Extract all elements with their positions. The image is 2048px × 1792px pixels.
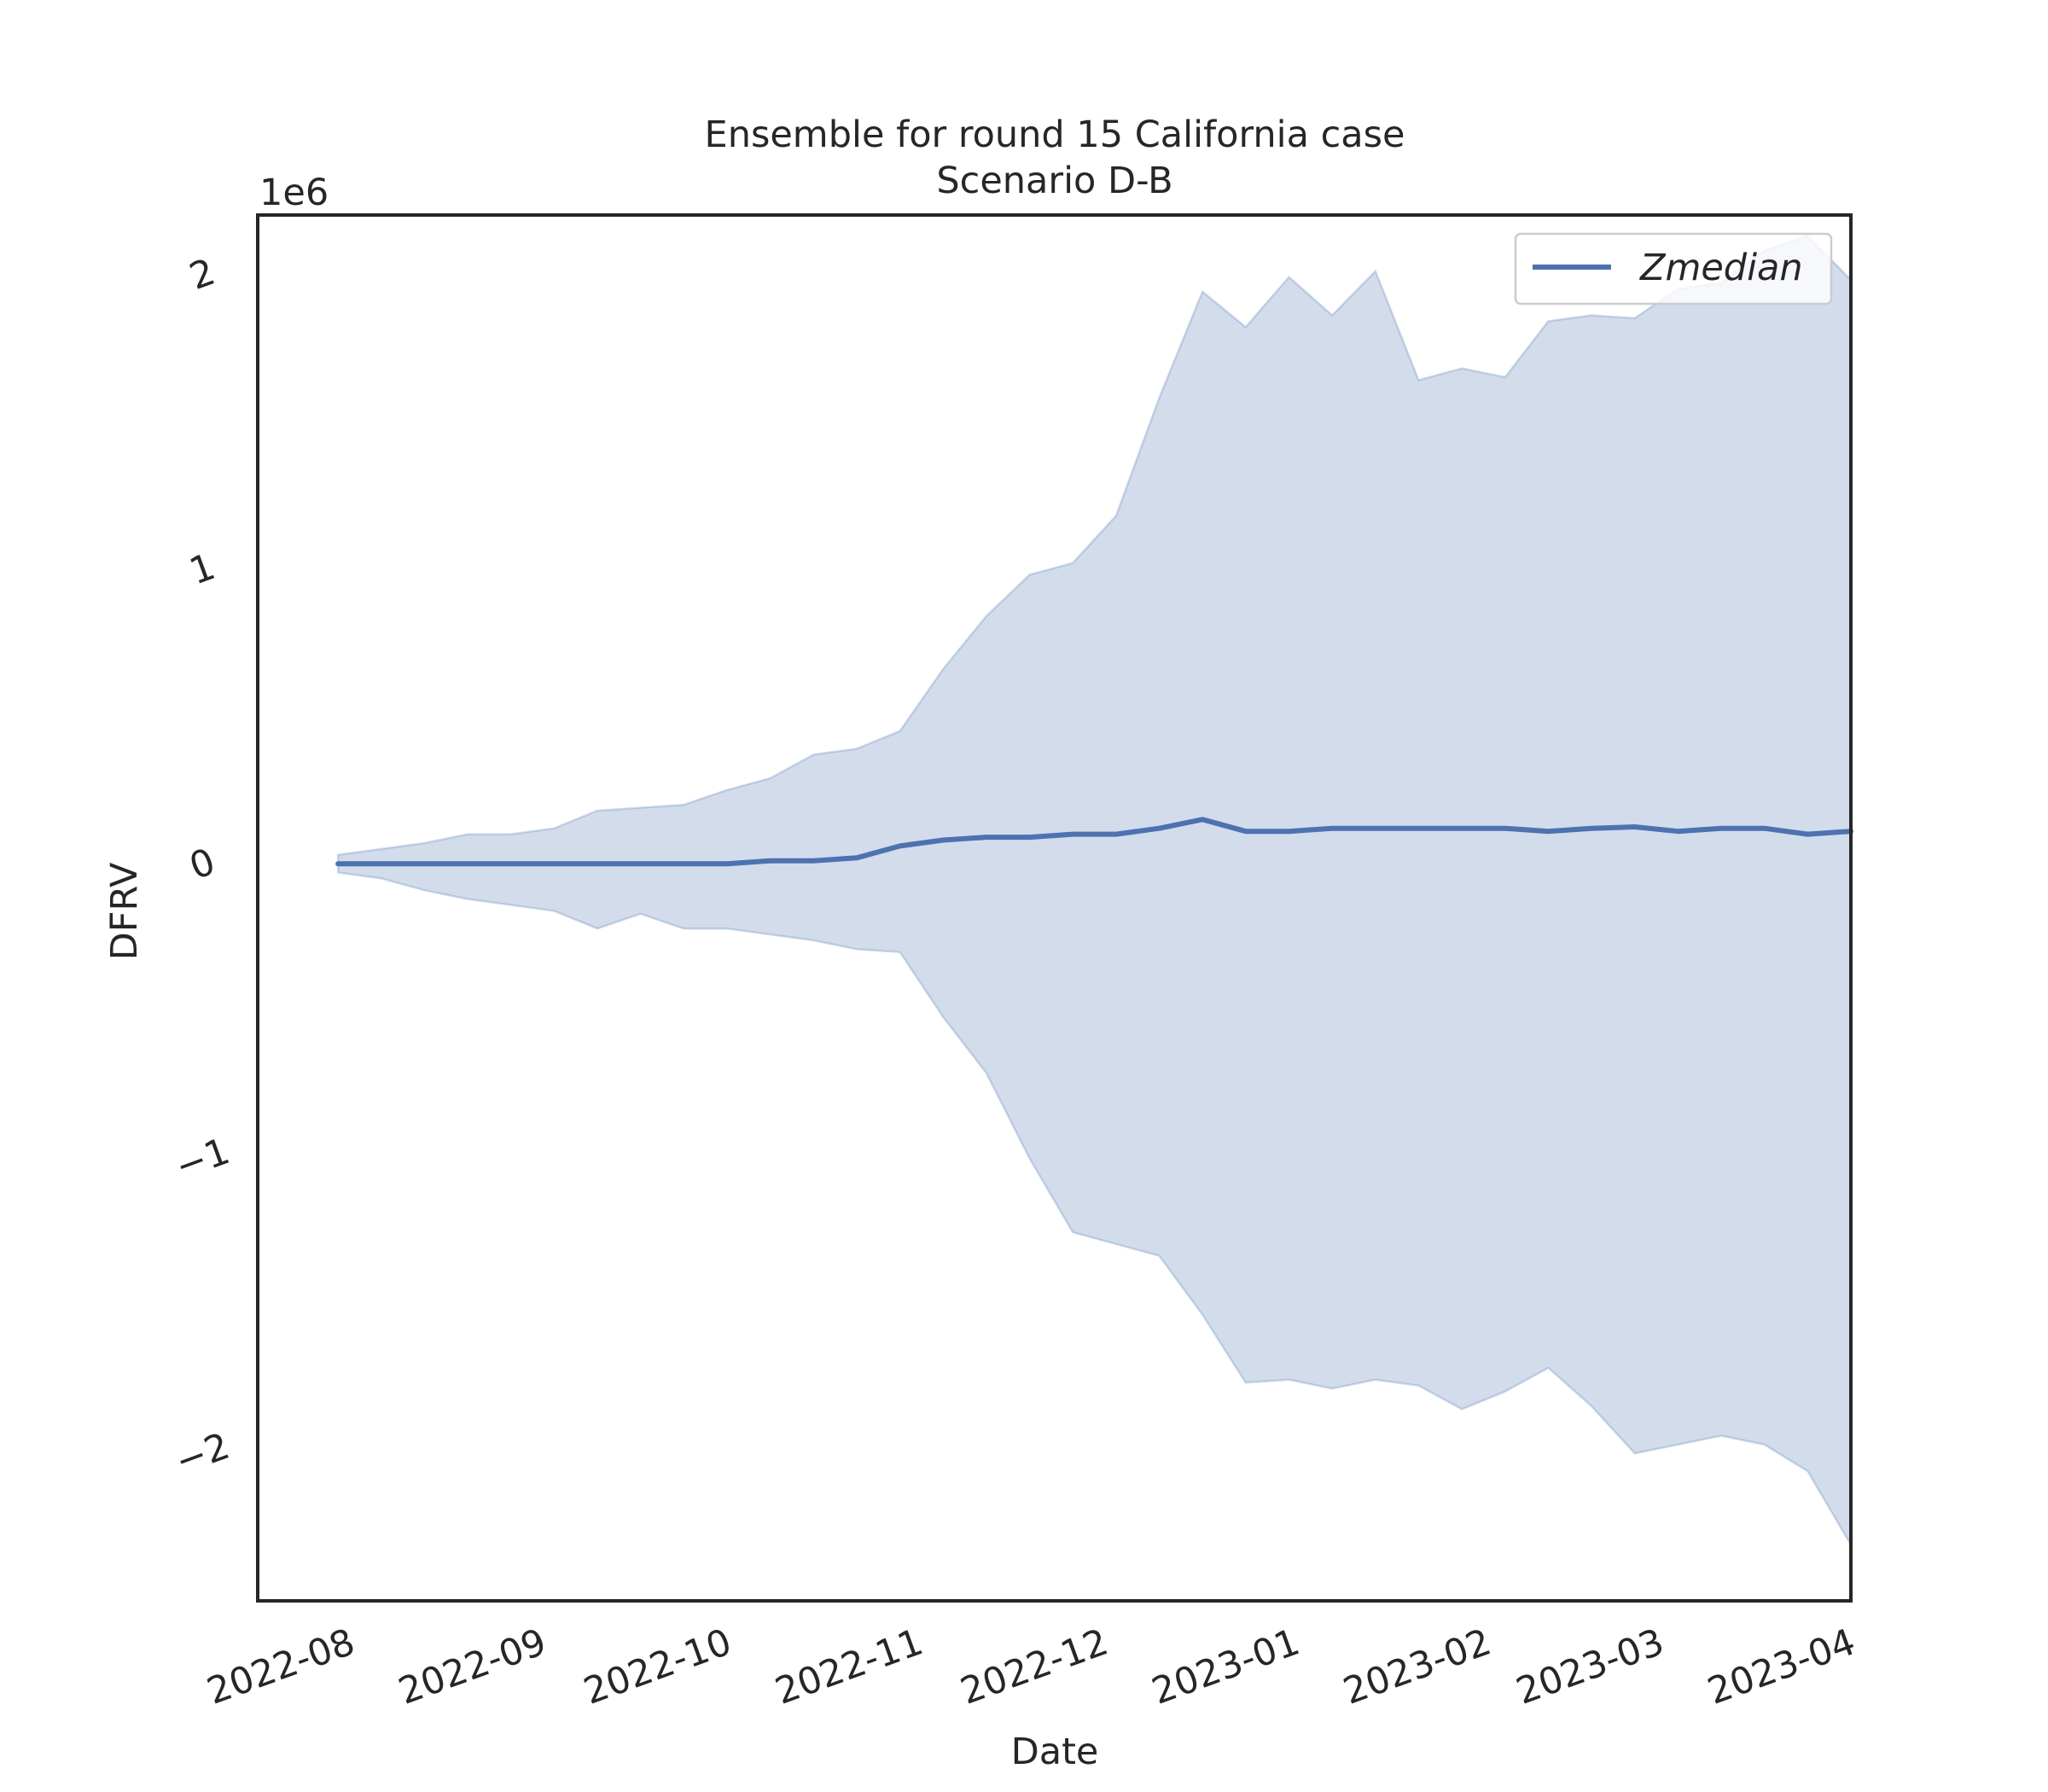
x-tick-label: 2022-08 (201, 1620, 360, 1713)
y-tick-label: 1 (184, 545, 221, 593)
y-offset-label: 1e6 (259, 172, 329, 214)
uncertainty-band (336, 234, 1853, 1549)
y-tick-label: −2 (170, 1425, 236, 1484)
plot-area (335, 234, 1853, 1549)
x-tick-label: 2022-11 (770, 1620, 928, 1713)
legend-box (1514, 232, 1833, 305)
series-line-zmedian (335, 817, 1853, 867)
x-tick-label: 2023-02 (1338, 1620, 1497, 1713)
x-tick-label: 2023-01 (1147, 1620, 1306, 1713)
x-axis-label: Date (1011, 1731, 1099, 1773)
legend-label-zmedian: Zmedian (1639, 247, 1803, 289)
y-tick-label: 0 (184, 841, 221, 888)
y-tick-label: 2 (184, 251, 221, 299)
chart-subtitle: Scenario D-B (936, 160, 1172, 202)
x-tick-label: 2023-04 (1702, 1620, 1861, 1713)
legend: Zmedian (1514, 232, 1833, 305)
y-tick-labels: −2 −1 0 1 2 (170, 251, 236, 1484)
x-tick-labels: 2022-08 2022-09 2022-10 2022-11 2022-12 2023-… (201, 1620, 1860, 1713)
x-tick-label: 2023-03 (1511, 1620, 1670, 1713)
x-tick-label: 2022-09 (393, 1620, 552, 1713)
axes-frame (256, 213, 1853, 1603)
x-tick-label: 2022-10 (579, 1620, 737, 1713)
x-tick-label: 2022-12 (955, 1620, 1114, 1713)
y-tick-label: −1 (170, 1130, 236, 1189)
y-axis-label: DFRV (103, 862, 146, 960)
chart-title: Ensemble for round 15 California case (705, 113, 1405, 156)
